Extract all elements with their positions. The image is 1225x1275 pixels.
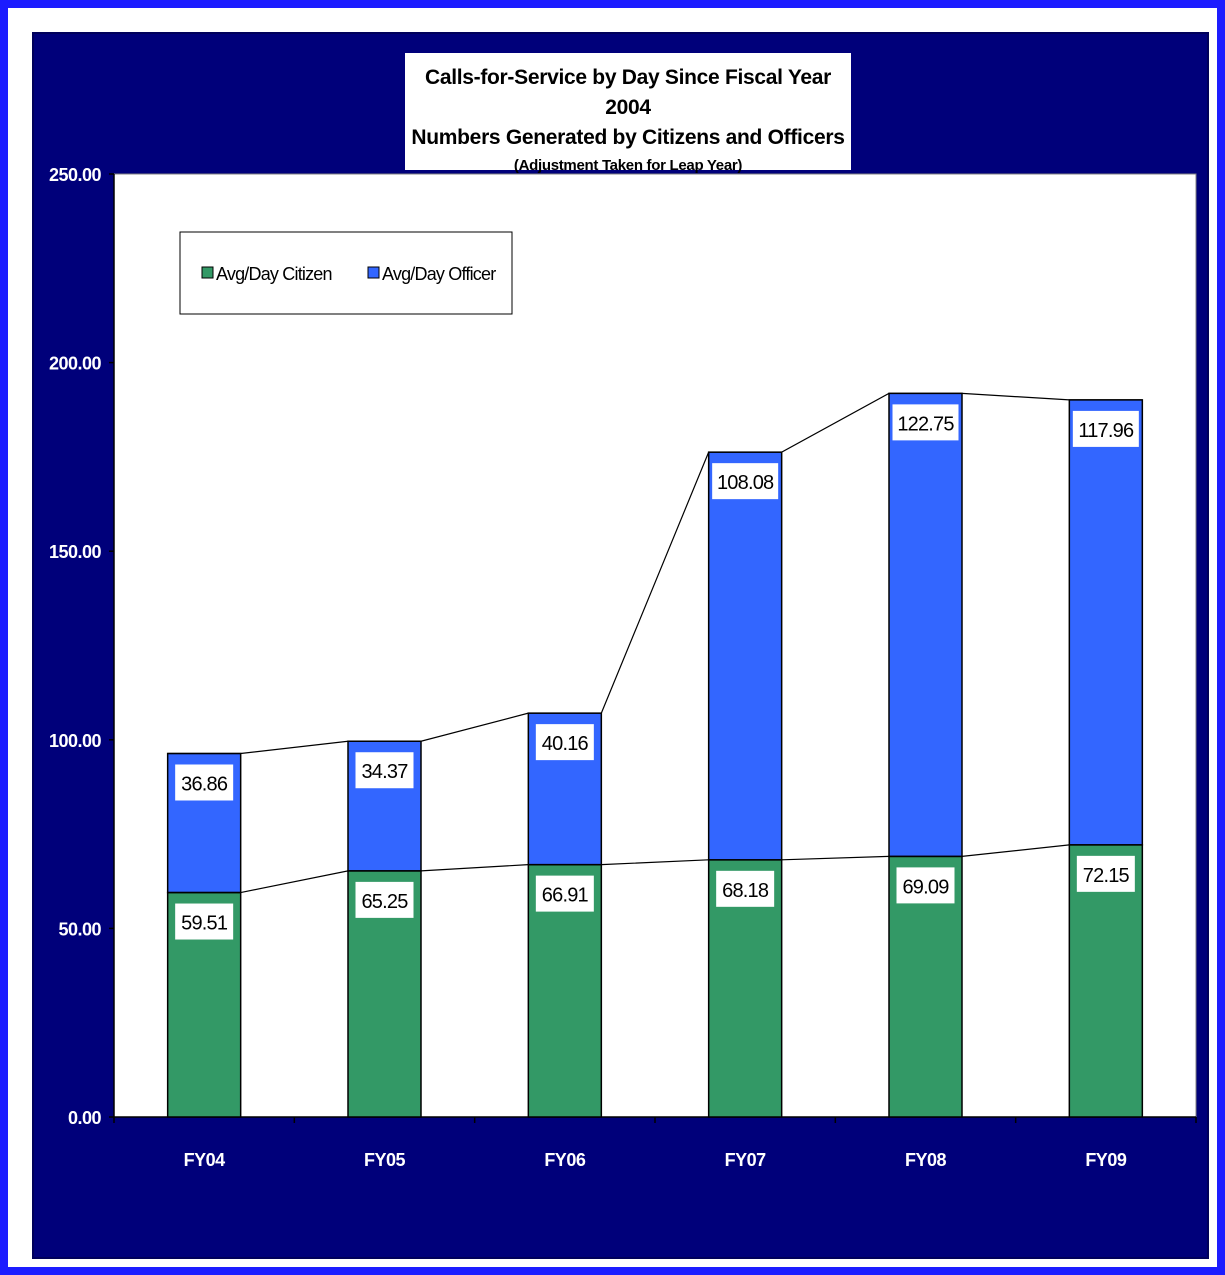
- chart-title: Calls-for-Service by Day Since Fiscal Ye…: [424, 66, 832, 119]
- bar-officer-FY09: [1068, 399, 1144, 846]
- chart-note: (Adjustment Taken for Leap Year): [513, 157, 743, 174]
- data-label-citizen-FY08: 69.09: [902, 876, 949, 898]
- data-label-citizen-FY05-box: [355, 881, 414, 918]
- data-label-officer-FY05-box: [355, 752, 414, 789]
- bar-officer-FY07: [707, 451, 783, 861]
- data-label-citizen-FY06: 66.91: [542, 885, 589, 907]
- chart-subtitle: Numbers Generated by Citizens and Office…: [411, 126, 845, 149]
- chart-svg: 0.00 50.00 100.00 150.00 200.00 250.00 FY04 FY0…: [49, 165, 1197, 1170]
- y-tick-label: 0.00: [68, 1108, 102, 1128]
- y-tick-label: 150.00: [49, 542, 102, 562]
- chart-title-box: Calls-for-Service by Day Since Fiscal Ye…: [405, 53, 851, 174]
- legend-box: [179, 231, 513, 315]
- data-label-officer-FY09-box: [1072, 410, 1139, 447]
- y-tick-label: 250.00: [49, 165, 102, 185]
- data-label-citizen-FY09: 72.15: [1083, 865, 1130, 887]
- data-label-officer-FY09: 117.96: [1078, 420, 1134, 442]
- x-tick-label: FY07: [725, 1150, 767, 1170]
- y-tick-label: 100.00: [49, 731, 102, 751]
- data-label-officer-FY07-box: [712, 463, 779, 500]
- data-label-officer-FY06-box: [535, 724, 594, 761]
- series-line-officer: [167, 392, 1143, 755]
- data-label-officer-FY05: 34.37: [361, 761, 408, 783]
- legend-label-officer: Avg/Day Officer: [382, 264, 496, 284]
- data-label-citizen-FY06-box: [535, 875, 594, 912]
- data-label-citizen-FY04: 59.51: [181, 913, 228, 935]
- legend-label-citizen: Avg/Day Citizen: [216, 264, 332, 284]
- data-label-officer-FY04-box: [175, 764, 234, 801]
- data-label-officer-FY08: 122.75: [897, 413, 954, 435]
- data-label-citizen-FY05: 65.25: [361, 891, 408, 913]
- data-label-citizen-FY08-box: [896, 867, 955, 904]
- series-line-citizen: [167, 844, 1143, 894]
- data-label-officer-FY08-box: [892, 404, 959, 441]
- x-tick-label: FY04: [184, 1150, 226, 1170]
- data-label-citizen-FY04-box: [175, 903, 234, 940]
- data-label-officer-FY07: 108.08: [717, 472, 774, 494]
- plot-area: [113, 173, 1197, 1118]
- data-label-citizen-FY07-box: [716, 870, 775, 907]
- y-tick-label: 50.00: [58, 919, 101, 939]
- data-label-citizen-FY07: 68.18: [722, 880, 769, 902]
- bar-officer-FY08: [888, 392, 963, 858]
- x-tick-label: FY05: [364, 1150, 406, 1170]
- y-tick-label: 200.00: [49, 354, 102, 374]
- legend-swatch-officer: [367, 266, 380, 279]
- data-label-officer-FY04: 36.86: [181, 773, 228, 795]
- x-tick-label: FY06: [544, 1150, 586, 1170]
- legend-swatch-citizen: [201, 266, 214, 279]
- data-label-officer-FY06: 40.16: [542, 733, 589, 755]
- x-tick-label: FY09: [1085, 1150, 1127, 1170]
- data-label-citizen-FY09-box: [1076, 855, 1135, 892]
- x-tick-label: FY08: [905, 1150, 947, 1170]
